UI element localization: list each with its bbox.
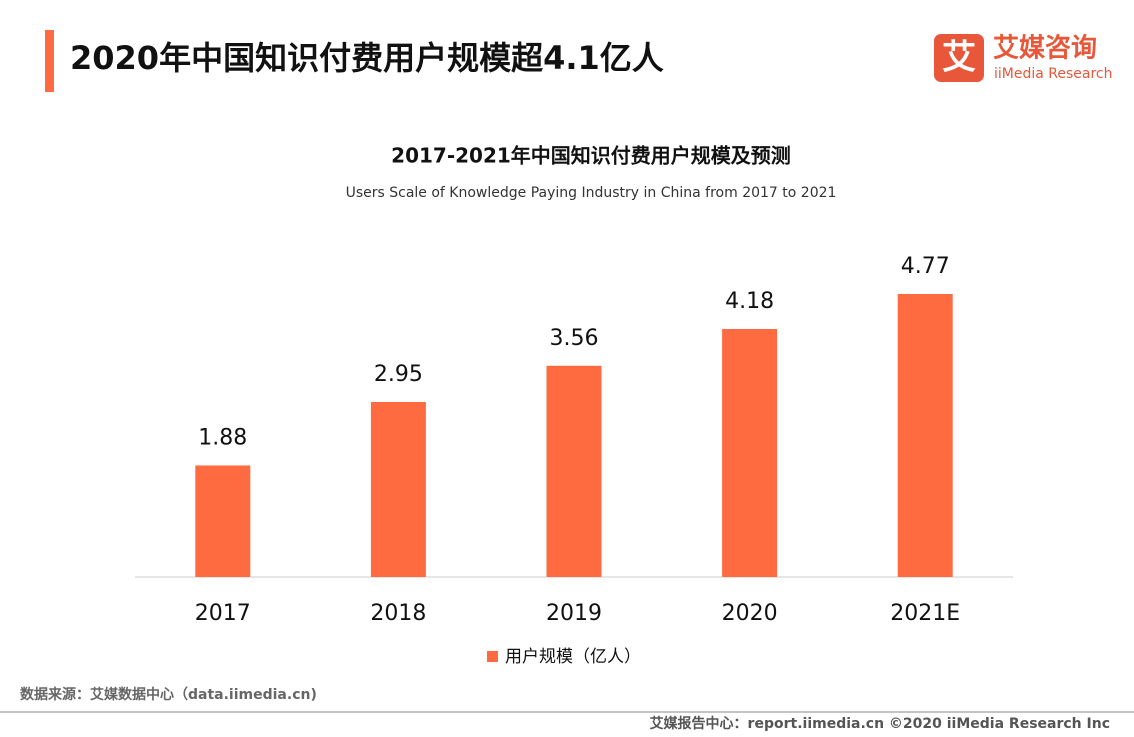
x-tick-label: 2019 (546, 601, 602, 626)
chart-subtitle: Users Scale of Knowledge Paying Industry… (346, 185, 837, 201)
bar (195, 465, 251, 577)
bar (370, 401, 426, 577)
bar (546, 365, 602, 577)
logo-icon: 艾 (942, 38, 976, 78)
x-tick-label: 2021E (890, 601, 960, 626)
value-label: 1.88 (198, 425, 247, 450)
legend-label: 用户规模（亿人） (505, 647, 641, 667)
bar (722, 329, 778, 577)
logo-name-en: iiMedia Research (994, 66, 1113, 82)
x-tick-label: 2017 (195, 601, 251, 626)
legend-swatch (487, 651, 498, 662)
source: 数据来源：艾媒数据中心（data.iimedia.cn) (20, 686, 317, 703)
logo-icon-box (934, 34, 984, 82)
bar (897, 294, 953, 577)
value-label: 2.95 (374, 362, 423, 387)
value-label: 4.77 (901, 254, 950, 279)
x-tick-label: 2018 (370, 601, 426, 626)
title-accent (45, 30, 54, 92)
page-title: 2020年中国知识付费用户规模超4.1亿人 (70, 39, 664, 77)
copyright: 艾媒报告中心：report.iimedia.cn ©2020 iiMedia R… (650, 715, 1110, 732)
chart-title: 2017-2021年中国知识付费用户规模及预测 (391, 144, 791, 168)
value-label: 3.56 (550, 326, 599, 351)
logo-name: 艾媒咨询 (993, 33, 1097, 64)
value-label: 4.18 (725, 289, 774, 314)
x-tick-label: 2020 (722, 601, 778, 626)
